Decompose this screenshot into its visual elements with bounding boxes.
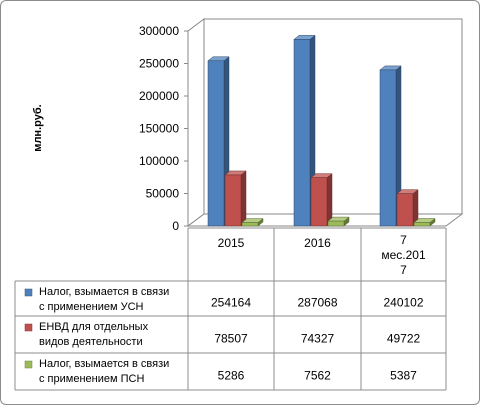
y-tick-label: 200000 xyxy=(139,89,179,103)
legend-entry: с применением УСН xyxy=(39,301,144,313)
data-label: 78507 xyxy=(214,332,248,346)
bar xyxy=(224,174,242,227)
y-axis-label: млн.руб. xyxy=(32,104,44,151)
bar xyxy=(207,60,225,227)
data-label: 5387 xyxy=(390,369,417,383)
side-wall xyxy=(187,18,205,227)
y-tick-label: 50000 xyxy=(146,187,180,201)
data-label: 254164 xyxy=(211,296,251,310)
legend-key xyxy=(24,288,33,297)
bar-side xyxy=(240,170,247,227)
bar xyxy=(379,69,397,227)
bar-side xyxy=(326,173,333,227)
legend-key xyxy=(24,323,33,332)
legend-entry: ЕНВД для отдельных xyxy=(39,321,149,333)
legend-entry: с применением ПСН xyxy=(39,373,144,385)
data-label: 5286 xyxy=(218,369,245,383)
y-tick-label: 150000 xyxy=(139,122,179,136)
bar xyxy=(293,39,311,227)
bar xyxy=(241,222,259,227)
bar xyxy=(327,220,345,227)
x-category-label: 7 xyxy=(400,263,407,277)
x-category-label: 2016 xyxy=(304,236,331,250)
data-label: 7562 xyxy=(304,369,331,383)
legend-entry: Налог, взымается в связи xyxy=(39,286,169,298)
legend-entry: Налог, взымается в связи xyxy=(39,358,169,370)
legend-key xyxy=(24,360,33,369)
y-tick-label: 250000 xyxy=(139,57,179,71)
data-label: 240102 xyxy=(383,296,423,310)
data-label: 49722 xyxy=(387,332,421,346)
x-category-label: 2015 xyxy=(218,236,245,250)
bar xyxy=(310,177,328,227)
y-tick-label: 300000 xyxy=(139,24,179,38)
data-label: 287068 xyxy=(297,296,337,310)
bar xyxy=(396,193,414,227)
y-tick-label: 0 xyxy=(172,219,179,233)
x-category-label: 7 xyxy=(400,233,407,247)
data-label: 74327 xyxy=(301,332,335,346)
legend-entry: видов деятельности xyxy=(39,336,143,348)
bar xyxy=(413,222,431,227)
y-tick-label: 100000 xyxy=(139,154,179,168)
x-category-label: мес.201 xyxy=(381,248,426,262)
